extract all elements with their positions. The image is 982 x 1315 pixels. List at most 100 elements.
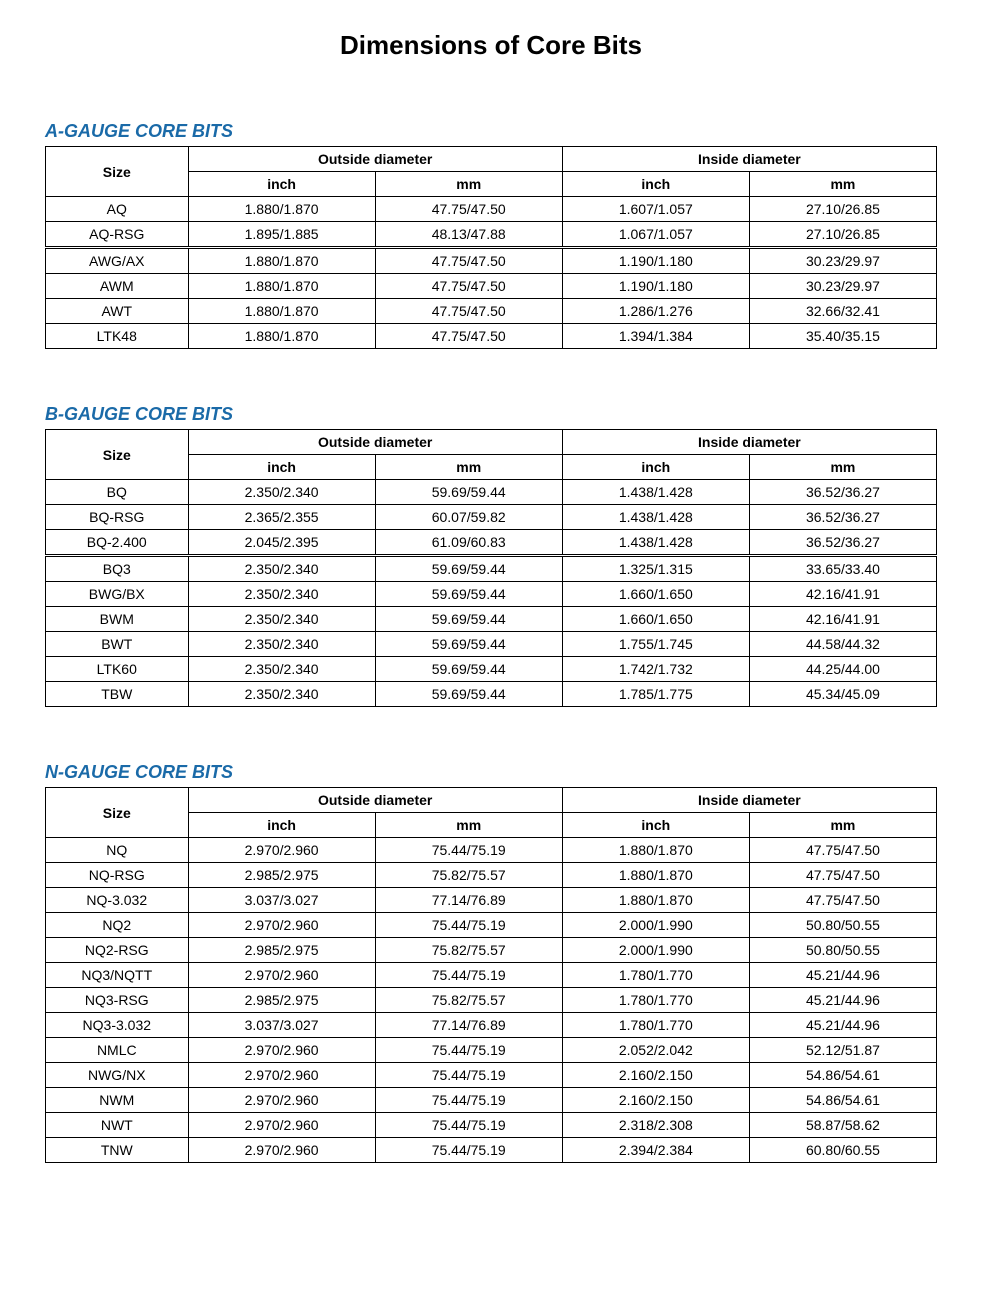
core-bits-table: SizeOutside diameterInside diameterinchm…	[45, 429, 937, 707]
core-bits-table: SizeOutside diameterInside diameterinchm…	[45, 787, 937, 1163]
table-row: NMLC2.970/2.96075.44/75.192.052/2.04252.…	[46, 1038, 937, 1063]
table-row: LTK602.350/2.34059.69/59.441.742/1.73244…	[46, 657, 937, 682]
section-title: B-GAUGE CORE BITS	[45, 404, 937, 425]
cell-id-mm: 50.80/50.55	[749, 938, 936, 963]
cell-od-mm: 75.44/75.19	[375, 838, 562, 863]
col-header-inch: inch	[562, 172, 749, 197]
cell-od-mm: 47.75/47.50	[375, 248, 562, 274]
table-row: NQ3-RSG2.985/2.97575.82/75.571.780/1.770…	[46, 988, 937, 1013]
cell-id-in: 1.325/1.315	[562, 556, 749, 582]
cell-id-in: 2.394/2.384	[562, 1138, 749, 1163]
cell-id-mm: 45.34/45.09	[749, 682, 936, 707]
cell-od-mm: 75.44/75.19	[375, 1038, 562, 1063]
col-header-inside: Inside diameter	[562, 788, 936, 813]
table-row: NWG/NX2.970/2.96075.44/75.192.160/2.1505…	[46, 1063, 937, 1088]
table-row: TNW2.970/2.96075.44/75.192.394/2.38460.8…	[46, 1138, 937, 1163]
cell-od-in: 1.880/1.870	[188, 248, 375, 274]
table-row: BQ-2.4002.045/2.39561.09/60.831.438/1.42…	[46, 530, 937, 556]
col-header-inside: Inside diameter	[562, 430, 936, 455]
col-header-inch: inch	[562, 455, 749, 480]
cell-od-in: 2.985/2.975	[188, 863, 375, 888]
section: N-GAUGE CORE BITSSizeOutside diameterIns…	[45, 762, 937, 1163]
cell-size: NWM	[46, 1088, 189, 1113]
cell-od-mm: 47.75/47.50	[375, 324, 562, 349]
col-header-size: Size	[46, 788, 189, 838]
table-row: NQ3/NQTT2.970/2.96075.44/75.191.780/1.77…	[46, 963, 937, 988]
col-header-inch: inch	[188, 455, 375, 480]
cell-od-mm: 77.14/76.89	[375, 1013, 562, 1038]
cell-id-mm: 44.58/44.32	[749, 632, 936, 657]
cell-od-in: 1.880/1.870	[188, 324, 375, 349]
cell-size: BQ-2.400	[46, 530, 189, 556]
cell-id-in: 1.785/1.775	[562, 682, 749, 707]
cell-od-in: 2.970/2.960	[188, 838, 375, 863]
cell-od-in: 2.350/2.340	[188, 632, 375, 657]
table-row: NQ22.970/2.96075.44/75.192.000/1.99050.8…	[46, 913, 937, 938]
cell-id-mm: 54.86/54.61	[749, 1088, 936, 1113]
cell-od-in: 2.970/2.960	[188, 1088, 375, 1113]
col-header-outside: Outside diameter	[188, 788, 562, 813]
cell-od-mm: 75.44/75.19	[375, 963, 562, 988]
core-bits-table: SizeOutside diameterInside diameterinchm…	[45, 146, 937, 349]
cell-id-mm: 47.75/47.50	[749, 863, 936, 888]
cell-id-in: 2.052/2.042	[562, 1038, 749, 1063]
cell-size: NQ2	[46, 913, 189, 938]
cell-od-mm: 75.44/75.19	[375, 1138, 562, 1163]
cell-id-in: 1.880/1.870	[562, 863, 749, 888]
cell-size: TBW	[46, 682, 189, 707]
table-row: BQ2.350/2.34059.69/59.441.438/1.42836.52…	[46, 480, 937, 505]
table-row: NQ2.970/2.96075.44/75.191.880/1.87047.75…	[46, 838, 937, 863]
cell-id-in: 2.000/1.990	[562, 938, 749, 963]
cell-od-mm: 75.44/75.19	[375, 1088, 562, 1113]
cell-id-mm: 27.10/26.85	[749, 222, 936, 248]
cell-od-in: 2.350/2.340	[188, 556, 375, 582]
table-row: AQ1.880/1.87047.75/47.501.607/1.05727.10…	[46, 197, 937, 222]
cell-id-in: 1.286/1.276	[562, 299, 749, 324]
cell-id-in: 1.438/1.428	[562, 505, 749, 530]
cell-od-mm: 60.07/59.82	[375, 505, 562, 530]
cell-id-mm: 30.23/29.97	[749, 248, 936, 274]
cell-size: BQ	[46, 480, 189, 505]
cell-id-mm: 33.65/33.40	[749, 556, 936, 582]
cell-od-in: 2.350/2.340	[188, 480, 375, 505]
cell-od-in: 2.985/2.975	[188, 938, 375, 963]
cell-od-mm: 59.69/59.44	[375, 632, 562, 657]
cell-od-in: 2.045/2.395	[188, 530, 375, 556]
cell-id-mm: 36.52/36.27	[749, 480, 936, 505]
cell-size: NQ	[46, 838, 189, 863]
cell-id-in: 2.318/2.308	[562, 1113, 749, 1138]
col-header-inch: inch	[188, 172, 375, 197]
section: B-GAUGE CORE BITS SizeOutside diameterIns…	[45, 404, 937, 707]
cell-od-in: 3.037/3.027	[188, 1013, 375, 1038]
table-row: NWM2.970/2.96075.44/75.192.160/2.15054.8…	[46, 1088, 937, 1113]
cell-id-mm: 47.75/47.50	[749, 888, 936, 913]
table-row: BQ32.350/2.34059.69/59.441.325/1.31533.6…	[46, 556, 937, 582]
cell-id-mm: 60.80/60.55	[749, 1138, 936, 1163]
section: A-GAUGE CORE BITSSizeOutside diameterIns…	[45, 121, 937, 349]
cell-id-in: 1.880/1.870	[562, 838, 749, 863]
col-header-mm: mm	[749, 172, 936, 197]
cell-od-mm: 77.14/76.89	[375, 888, 562, 913]
cell-id-mm: 45.21/44.96	[749, 963, 936, 988]
table-row: LTK481.880/1.87047.75/47.501.394/1.38435…	[46, 324, 937, 349]
cell-size: NMLC	[46, 1038, 189, 1063]
cell-size: NWG/NX	[46, 1063, 189, 1088]
col-header-mm: mm	[375, 172, 562, 197]
col-header-size: Size	[46, 430, 189, 480]
cell-size: BWG/BX	[46, 582, 189, 607]
cell-od-mm: 75.82/75.57	[375, 938, 562, 963]
cell-id-mm: 50.80/50.55	[749, 913, 936, 938]
cell-id-in: 1.660/1.650	[562, 607, 749, 632]
cell-od-in: 2.970/2.960	[188, 913, 375, 938]
table-row: AWT1.880/1.87047.75/47.501.286/1.27632.6…	[46, 299, 937, 324]
cell-size: BWT	[46, 632, 189, 657]
cell-od-mm: 75.44/75.19	[375, 1063, 562, 1088]
cell-od-in: 2.365/2.355	[188, 505, 375, 530]
cell-id-mm: 30.23/29.97	[749, 274, 936, 299]
cell-id-in: 1.755/1.745	[562, 632, 749, 657]
cell-id-mm: 45.21/44.96	[749, 988, 936, 1013]
table-row: TBW2.350/2.34059.69/59.441.785/1.77545.3…	[46, 682, 937, 707]
col-header-inch: inch	[188, 813, 375, 838]
cell-id-in: 1.742/1.732	[562, 657, 749, 682]
table-row: BWG/BX2.350/2.34059.69/59.441.660/1.6504…	[46, 582, 937, 607]
